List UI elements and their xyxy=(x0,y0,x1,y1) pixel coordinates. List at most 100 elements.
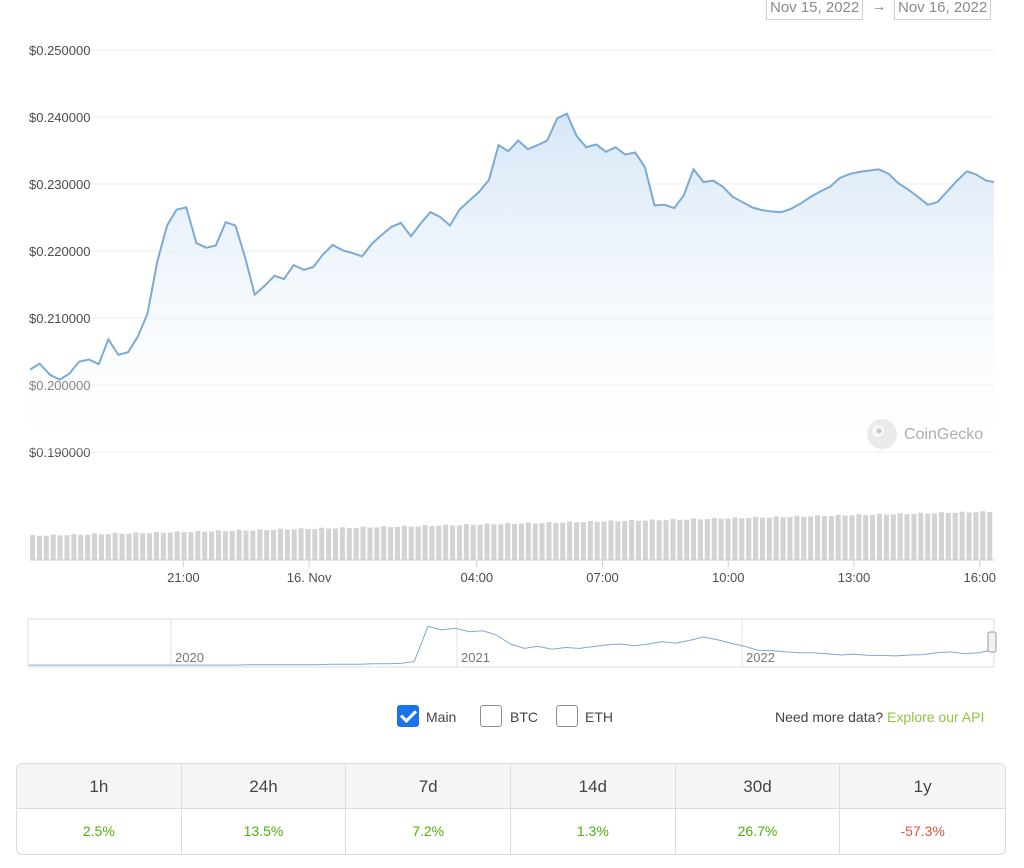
period-header: 14d xyxy=(511,764,676,809)
volume-bar xyxy=(463,524,469,560)
volume-bar xyxy=(167,532,173,560)
period-header: 7d xyxy=(346,764,511,809)
volume-bar xyxy=(918,512,924,560)
date-from-input[interactable]: Nov 15, 2022 xyxy=(766,0,864,20)
navigator-year-label: 2022 xyxy=(746,650,775,665)
watermark-text: CoinGecko xyxy=(904,426,983,443)
volume-bar xyxy=(684,519,690,560)
eth-checkbox[interactable] xyxy=(556,705,578,727)
volume-bar xyxy=(98,534,104,560)
volume-bar xyxy=(119,533,125,560)
volume-bar xyxy=(876,513,883,560)
volume-bar xyxy=(429,526,435,560)
volume-bar xyxy=(319,527,325,560)
volume-bar xyxy=(312,528,318,560)
volume-bar xyxy=(64,535,70,560)
volume-bar xyxy=(828,516,834,560)
eth-label: ETH xyxy=(585,709,613,725)
change-value: 1.3% xyxy=(511,809,676,854)
volume-bar xyxy=(57,535,63,560)
navigator-handle[interactable] xyxy=(987,631,997,653)
volume-bar xyxy=(367,527,373,560)
volume-bar xyxy=(573,522,580,560)
volume-bar xyxy=(209,531,215,560)
volume-bar xyxy=(112,532,118,560)
volume-bar xyxy=(863,515,869,560)
volume-bar xyxy=(663,520,669,560)
volume-bar xyxy=(911,513,917,560)
volume-bar xyxy=(711,517,717,560)
volume-bar xyxy=(450,525,456,560)
change-value: 7.2% xyxy=(346,809,511,854)
volume-bar xyxy=(849,515,855,560)
volume-bar xyxy=(147,533,153,560)
period-header: 1h xyxy=(17,764,182,809)
volume-bar xyxy=(305,529,311,560)
main-checkbox[interactable] xyxy=(397,705,419,727)
volume-bar xyxy=(298,528,304,560)
main-label: Main xyxy=(426,709,457,725)
x-tick-label: 13:00 xyxy=(838,570,871,585)
volume-bar xyxy=(85,534,91,560)
volume-bar xyxy=(587,521,593,560)
volume-bar xyxy=(766,517,772,560)
volume-bar xyxy=(374,527,380,560)
volume-bar xyxy=(539,523,545,560)
volume-bar xyxy=(229,531,235,560)
volume-bar xyxy=(945,513,951,560)
volume-bar xyxy=(952,512,958,560)
volume-bar xyxy=(78,534,84,560)
period-header: 30d xyxy=(675,764,841,809)
volume-bar xyxy=(670,518,676,560)
volume-bar xyxy=(394,526,401,560)
volume-bar xyxy=(987,512,993,560)
volume-bar xyxy=(339,527,345,560)
btc-label: BTC xyxy=(510,709,538,725)
volume-bar xyxy=(546,522,552,560)
y-tick-label: $0.230000 xyxy=(29,177,90,192)
date-to-input[interactable]: Nov 16, 2022 xyxy=(894,0,992,20)
change-value: 26.7% xyxy=(676,809,841,854)
volume-bar xyxy=(160,532,166,560)
volume-bar xyxy=(174,531,180,560)
volume-bar xyxy=(808,516,814,560)
volume-bar xyxy=(725,518,731,560)
x-tick-label: 16. Nov xyxy=(287,570,332,585)
volume-bar xyxy=(718,518,724,560)
navigator-axis: 2020 2021 2022 xyxy=(170,619,775,667)
volume-bar xyxy=(594,521,600,560)
change-value: 2.5% xyxy=(17,809,182,854)
volume-bar xyxy=(126,533,132,560)
volume-bars xyxy=(30,511,993,560)
volume-bar xyxy=(560,522,566,560)
volume-bar xyxy=(498,524,504,560)
x-tick-label: 07:00 xyxy=(586,570,619,585)
volume-bar xyxy=(615,521,621,560)
volume-bar xyxy=(477,524,483,560)
volume-bar xyxy=(277,528,283,560)
volume-bar xyxy=(883,514,889,560)
volume-bar xyxy=(284,529,290,560)
volume-bar xyxy=(153,531,160,560)
volume-bar xyxy=(388,527,394,560)
volume-bar xyxy=(801,516,807,560)
btc-checkbox[interactable] xyxy=(480,705,502,727)
volume-bar xyxy=(842,515,848,560)
x-tick-label: 10:00 xyxy=(712,570,745,585)
volume-bar xyxy=(629,520,635,560)
volume-bar xyxy=(759,517,765,560)
volume-bar xyxy=(890,514,896,560)
date-range-arrow: → xyxy=(872,0,886,14)
volume-bar xyxy=(105,534,111,560)
volume-bar xyxy=(222,531,228,560)
volume-bar xyxy=(739,518,745,560)
volume-bar xyxy=(635,520,642,560)
volume-bar xyxy=(525,522,531,560)
change-value: -57.3% xyxy=(900,823,945,839)
volume-bar xyxy=(71,534,77,560)
api-link[interactable]: Explore our API xyxy=(887,709,985,725)
period-header: 1y xyxy=(840,764,1005,809)
volume-bar xyxy=(195,530,201,560)
volume-bar xyxy=(608,520,614,560)
api-prompt-text: Need more data? xyxy=(775,709,884,725)
